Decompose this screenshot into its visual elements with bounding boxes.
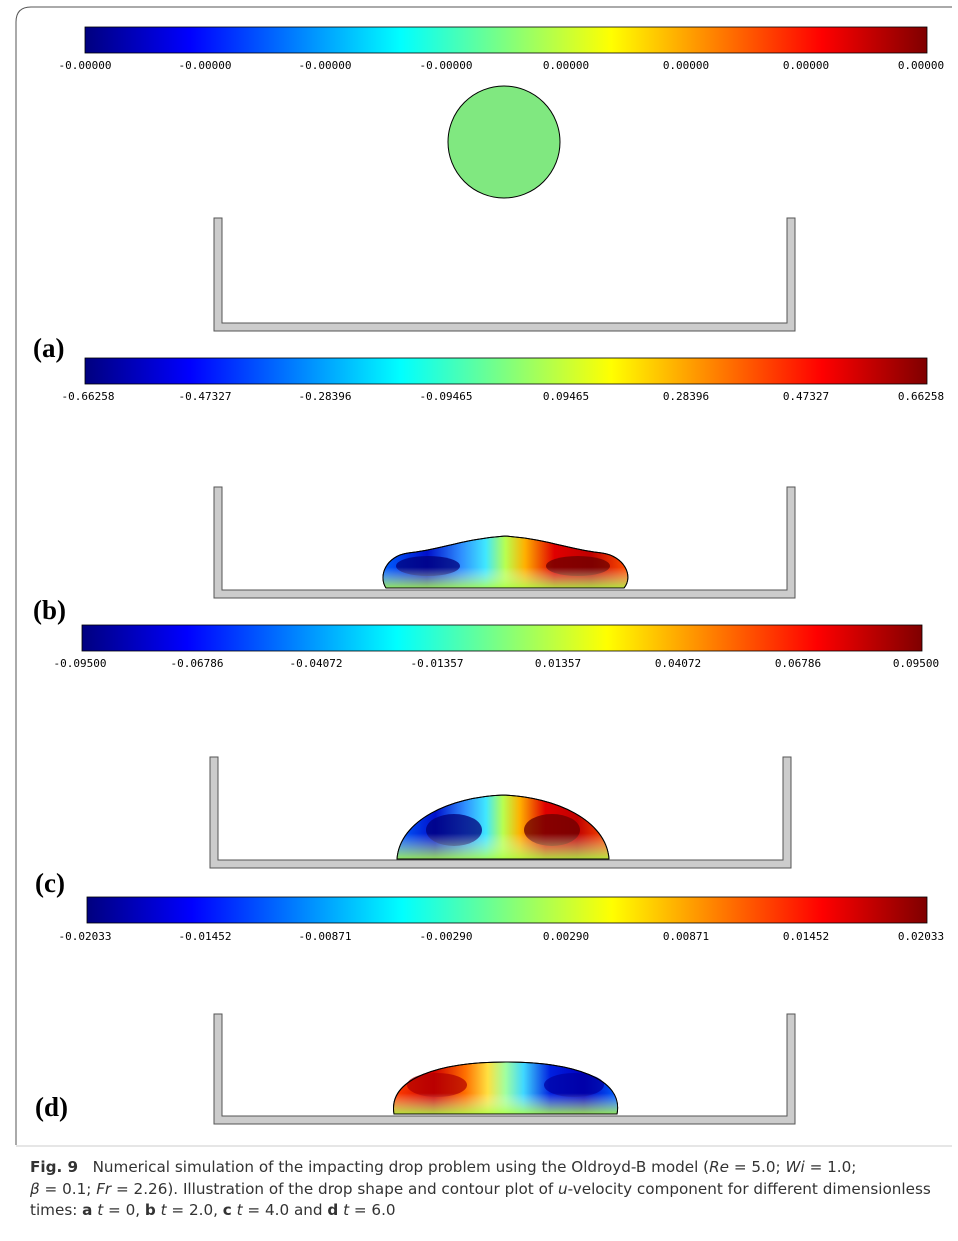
- tick-label: 0.00000: [783, 59, 829, 72]
- panel-c: -0.09500 -0.06786 -0.04072 -0.01357 0.01…: [35, 624, 940, 898]
- caption-text: = 0.1;: [39, 1179, 97, 1198]
- colorbar-ticks-c: -0.09500 -0.06786 -0.04072 -0.01357 0.01…: [54, 657, 940, 670]
- tick-label: -0.00290: [420, 930, 473, 943]
- tick-label: -0.00000: [299, 59, 352, 72]
- tick-label: -0.00000: [59, 59, 112, 72]
- tick-label: -0.04072: [290, 657, 343, 670]
- panel-letter-c: (c): [35, 868, 65, 898]
- container-b: [213, 486, 796, 599]
- panel-letter-a: (a): [33, 333, 64, 363]
- caption-var: Wi: [785, 1158, 805, 1176]
- container-c: [209, 756, 792, 869]
- caption-var: Re: [709, 1158, 730, 1176]
- caption-panel-ref: c: [222, 1201, 232, 1219]
- caption-var: t: [97, 1201, 104, 1219]
- colorbar-b: [84, 357, 928, 385]
- tick-label: 0.06786: [775, 657, 821, 670]
- tick-label: -0.00000: [179, 59, 232, 72]
- caption-text: Numerical simulation of the impacting dr…: [92, 1158, 710, 1176]
- colorbar-a: [84, 26, 928, 54]
- colorbar-ticks-a: -0.00000 -0.00000 -0.00000 -0.00000 0.00…: [59, 59, 945, 72]
- caption-text: = 5.0;: [729, 1158, 786, 1176]
- caption-text: = 0,: [103, 1201, 145, 1219]
- figure-frame: [15, 6, 952, 1145]
- caption-text: = 1.0;: [804, 1158, 857, 1176]
- caption-var: β: [30, 1179, 40, 1198]
- tick-label: 0.00000: [898, 59, 944, 72]
- tick-label: 0.66258: [898, 390, 944, 403]
- tick-label: -0.01452: [179, 930, 232, 943]
- colorbar-ticks-b: -0.66258 -0.47327 -0.28396 -0.09465 0.09…: [62, 390, 945, 403]
- tick-label: -0.00000: [420, 59, 473, 72]
- panel-a: -0.00000 -0.00000 -0.00000 -0.00000 0.00…: [33, 26, 945, 363]
- drop-d: [393, 1061, 619, 1115]
- tick-label: -0.09500: [54, 657, 107, 670]
- colorbar-ticks-d: -0.02033 -0.01452 -0.00871 -0.00290 0.00…: [59, 930, 945, 943]
- caption-panel-ref: d: [327, 1201, 339, 1219]
- container-d: [213, 1013, 796, 1125]
- tick-label: 0.01452: [783, 930, 829, 943]
- tick-label: 0.04072: [655, 657, 701, 670]
- tick-label: 0.47327: [783, 390, 829, 403]
- caption-text: = 2.26). Illustration of the drop shape …: [111, 1179, 559, 1198]
- caption-var: Fr: [96, 1179, 112, 1198]
- panel-b: -0.66258 -0.47327 -0.28396 -0.09465 0.09…: [33, 357, 945, 625]
- caption-panel-ref: b: [144, 1201, 156, 1219]
- tick-label: 0.09465: [543, 390, 589, 403]
- drop-a: [447, 85, 561, 199]
- tick-label: 0.09500: [893, 657, 939, 670]
- tick-label: -0.01357: [411, 657, 464, 670]
- drop-c: [396, 794, 610, 860]
- tick-label: -0.02033: [59, 930, 112, 943]
- tick-label: -0.47327: [179, 390, 232, 403]
- caption-label: Fig. 9: [30, 1158, 79, 1176]
- tick-label: -0.66258: [62, 390, 115, 403]
- tick-label: 0.02033: [898, 930, 944, 943]
- caption-text: -velocity component for different dimens…: [30, 1179, 931, 1220]
- caption-var: t: [343, 1201, 350, 1219]
- tick-label: 0.01357: [535, 657, 581, 670]
- tick-label: -0.00871: [299, 930, 352, 943]
- figure-caption: Fig. 9 Numerical simulation of the impac…: [30, 1157, 935, 1222]
- panel-letter-d: (d): [35, 1092, 68, 1122]
- colorbar-d: [86, 896, 928, 924]
- tick-label: 0.28396: [663, 390, 709, 403]
- tick-label: 0.00290: [543, 930, 589, 943]
- caption-text: = 6.0: [349, 1201, 396, 1219]
- tick-label: 0.00000: [543, 59, 589, 72]
- caption-text: = 2.0,: [166, 1201, 223, 1219]
- colorbar-c: [81, 624, 923, 652]
- panel-d: -0.02033 -0.01452 -0.00871 -0.00290 0.00…: [35, 896, 945, 1125]
- tick-label: -0.28396: [299, 390, 352, 403]
- tick-label: 0.00000: [663, 59, 709, 72]
- caption-var: t: [236, 1201, 243, 1219]
- caption-var: u: [558, 1179, 568, 1198]
- caption-text: = 4.0 and: [242, 1201, 328, 1219]
- drop-b: [382, 535, 629, 589]
- tick-label: -0.09465: [420, 390, 473, 403]
- tick-label: -0.06786: [171, 657, 224, 670]
- caption-panel-ref: a: [82, 1201, 93, 1219]
- panel-letter-b: (b): [33, 595, 66, 625]
- caption-var: t: [160, 1201, 167, 1219]
- tick-label: 0.00871: [663, 930, 709, 943]
- container-a: [213, 217, 796, 332]
